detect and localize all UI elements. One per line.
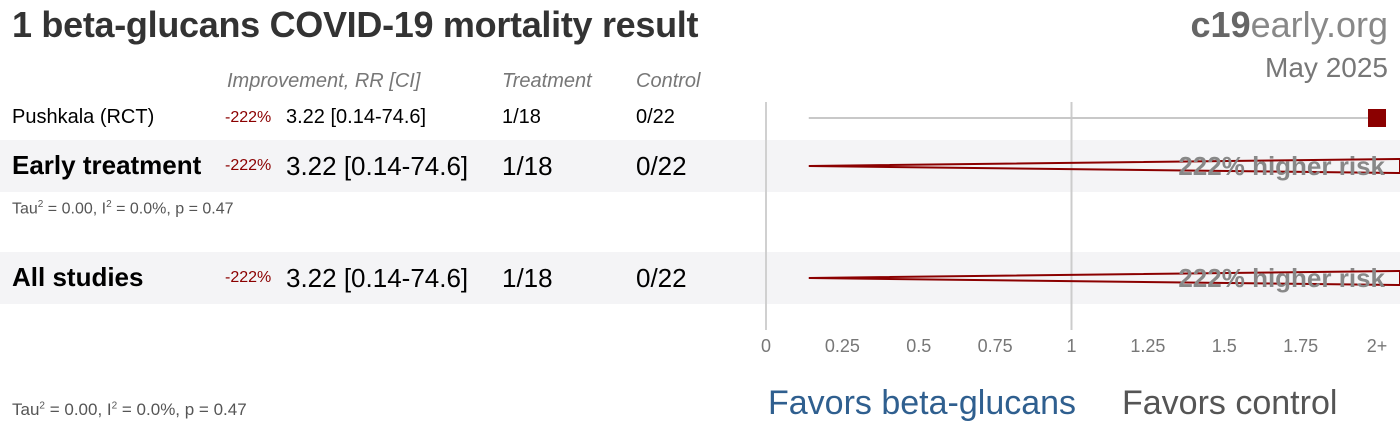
- date-label: May 2025: [1265, 52, 1388, 83]
- header-treatment: Treatment: [502, 70, 592, 92]
- early-heterogeneity: Tau2 = 0.00, I2 = 0.0%, p = 0.47: [12, 199, 234, 218]
- x-tick-label: 1.75: [1283, 336, 1318, 356]
- overall-heterogeneity: Tau2 = 0.00, I2 = 0.0%, p = 0.47: [12, 400, 247, 419]
- early-treatment-improvement: -222%: [225, 157, 272, 174]
- point-estimate-marker: [1368, 109, 1386, 127]
- brand-logo[interactable]: c19early.org: [1191, 4, 1388, 46]
- x-tick-label: 1.5: [1212, 336, 1237, 356]
- early-treatment-rr-ci: 3.22 [0.14-74.6]: [286, 151, 469, 181]
- x-tick-label: 1.25: [1130, 336, 1165, 356]
- all-studies-band: [0, 252, 1400, 304]
- x-tick-label: 0: [761, 336, 771, 356]
- favors-left-label: Favors beta-glucans: [768, 384, 1077, 422]
- x-tick-label: 0.75: [978, 336, 1013, 356]
- header-improvement: Improvement, RR [CI]: [227, 70, 421, 92]
- x-tick-label: 2+: [1367, 336, 1388, 356]
- favors-right-label: Favors control: [1122, 384, 1338, 422]
- study-label: Pushkala (RCT): [12, 106, 155, 128]
- early-treatment-treatment: 1/18: [502, 151, 553, 181]
- all-studies-control: 0/22: [636, 263, 687, 293]
- x-tick-label: 0.25: [825, 336, 860, 356]
- all-studies-improvement: -222%: [225, 269, 272, 286]
- page-title: 1 beta-glucans COVID-19 mortality result: [12, 4, 699, 45]
- x-tick-label: 1: [1066, 336, 1076, 356]
- header-control: Control: [636, 70, 701, 92]
- study-rr-ci: 3.22 [0.14-74.6]: [286, 106, 427, 128]
- brand-rest: early.org: [1250, 4, 1388, 45]
- pooled-diamond: [808, 157, 1400, 175]
- study-control: 0/22: [636, 106, 675, 128]
- risk-summary-label: 222% higher risk: [1178, 151, 1385, 181]
- all-studies-label: All studies: [12, 262, 144, 292]
- x-tick-label: 0.5: [906, 336, 931, 356]
- risk-summary-label: 222% higher risk: [1178, 263, 1385, 293]
- all-studies-treatment: 1/18: [502, 263, 553, 293]
- early-treatment-band: [0, 140, 1400, 192]
- all-studies-rr-ci: 3.22 [0.14-74.6]: [286, 263, 469, 293]
- pooled-diamond: [808, 269, 1400, 287]
- brand-bold: c19: [1190, 4, 1251, 45]
- study-treatment: 1/18: [502, 106, 541, 128]
- study-improvement: -222%: [225, 109, 272, 126]
- early-treatment-label: Early treatment: [12, 150, 202, 180]
- early-treatment-control: 0/22: [636, 151, 687, 181]
